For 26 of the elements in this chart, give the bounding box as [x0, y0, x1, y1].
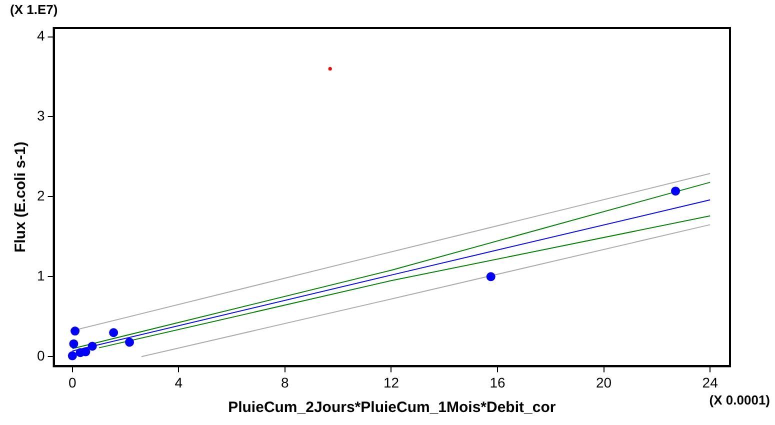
y-tick-label: 3	[36, 108, 45, 124]
y-tick-label: 1	[36, 268, 45, 284]
x-axis-title: PluieCum_2Jours*PluieCum_1Mois*Debit_cor	[228, 399, 556, 416]
point	[88, 342, 97, 351]
point	[328, 66, 332, 71]
point	[671, 186, 680, 196]
x-tick-label: 24	[702, 374, 718, 390]
y-tick-label: 2	[36, 188, 45, 204]
x-tick-label: 4	[174, 374, 183, 390]
point	[109, 328, 118, 338]
point	[69, 339, 78, 348]
x-tick-label: 0	[68, 374, 76, 390]
y-tick-label: 4	[36, 28, 45, 44]
point	[486, 272, 496, 282]
x-tick-label: 12	[383, 374, 400, 390]
x-tick-label: 16	[490, 374, 506, 390]
point	[76, 348, 85, 358]
point	[70, 326, 80, 336]
point	[125, 338, 134, 347]
x-tick-label: 8	[281, 374, 290, 390]
point	[68, 351, 77, 360]
text: (X 0.0001)	[709, 392, 770, 408]
y-tick-label: 0	[36, 347, 45, 364]
text: (X 1.E7)	[10, 2, 58, 18]
x-tick-label: 20	[596, 374, 612, 390]
y-axis-title: Flux (E.coli s-1)	[12, 142, 30, 253]
